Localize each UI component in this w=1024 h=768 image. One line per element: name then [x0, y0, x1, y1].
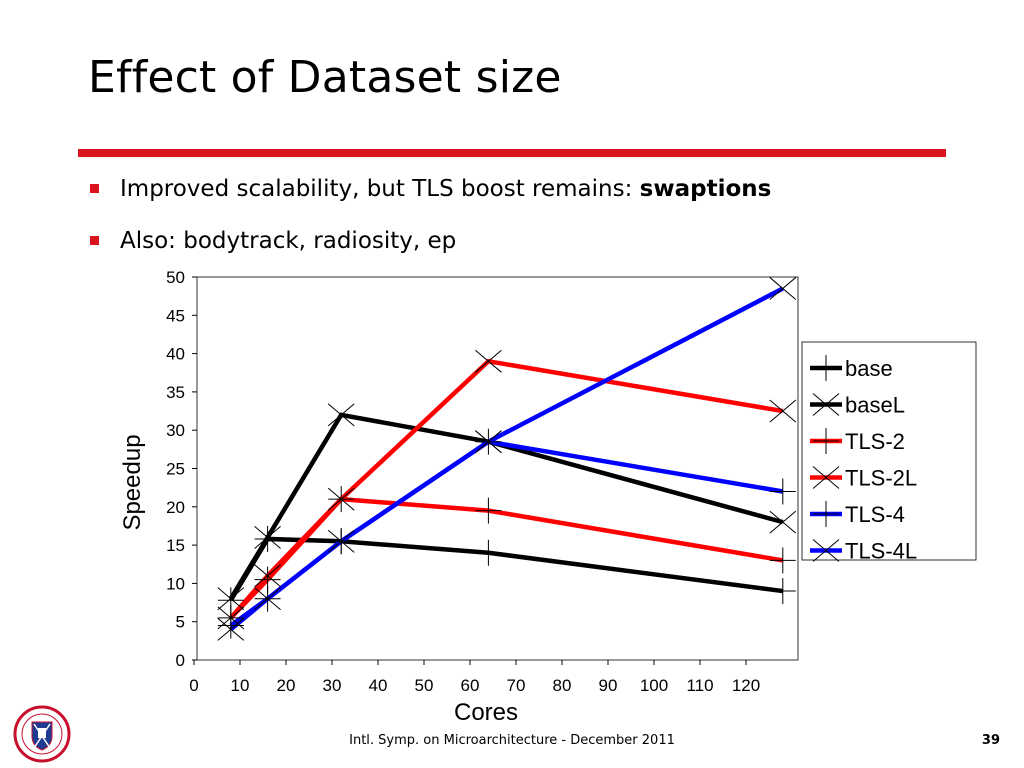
data-point-tls-4l: [217, 617, 245, 641]
legend-label-tls-2l: TLS-2L: [845, 466, 917, 491]
x-axis-label: Cores: [454, 699, 518, 726]
legend-label-tls-2: TLS-2: [845, 429, 905, 454]
x-tick-label: 10: [231, 676, 250, 695]
x-tick-label: 90: [599, 676, 618, 695]
x-tick-label: 70: [507, 676, 526, 695]
data-point-tls-4l: [254, 587, 281, 611]
bullet-bold-text: swaptions: [639, 176, 772, 202]
legend-box: [801, 341, 977, 561]
y-tick-label: 35: [166, 383, 185, 402]
y-axis-label: Speedup: [119, 434, 146, 530]
x-tick-label: 60: [461, 676, 480, 695]
y-tick-label: 30: [166, 421, 185, 440]
data-point-basel: [254, 526, 281, 549]
y-tick-label: 45: [166, 306, 185, 325]
x-tick-label: 80: [553, 676, 572, 695]
data-point-tls-4l: [475, 430, 502, 454]
x-tick-label: 50: [415, 676, 434, 695]
y-tick-label: 10: [166, 574, 185, 593]
y-tick-label: 40: [166, 345, 185, 364]
legend-label-base: base: [845, 356, 893, 381]
x-tick-label: 120: [732, 676, 760, 695]
bullet-square-icon: [90, 184, 99, 193]
x-tick-label: 40: [369, 676, 388, 695]
legend-label-basel: baseL: [845, 393, 905, 418]
series-line-tls-2: [229, 496, 784, 620]
y-tick-label: 25: [166, 460, 185, 479]
data-point-basel: [769, 510, 797, 534]
x-tick-label: 30: [323, 676, 342, 695]
x-tick-label: 0: [189, 676, 198, 695]
data-point-basel: [327, 403, 355, 427]
legend-label-tls-4: TLS-4: [845, 502, 905, 527]
bullet-text: Also: bodytrack, radiosity, ep: [120, 228, 457, 254]
bullet-item: Improved scalability, but TLS boost rema…: [90, 170, 771, 222]
title-divider: [78, 149, 946, 157]
x-tick-label: 20: [277, 676, 296, 695]
y-tick-label: 15: [166, 536, 185, 555]
page-number: 39: [981, 733, 1000, 748]
bullet-text: Improved scalability, but TLS boost rema…: [120, 176, 640, 202]
data-point-tls-2l: [254, 564, 281, 588]
y-tick-label: 5: [176, 613, 185, 632]
legend-marker-basel: [812, 393, 840, 416]
data-point-tls-4l: [327, 529, 355, 553]
data-point-tls-4l: [769, 277, 797, 300]
bullet-list: Improved scalability, but TLS boost rema…: [90, 170, 771, 274]
y-tick-label: 50: [166, 268, 185, 287]
series-line-basel: [228, 412, 784, 600]
data-point-tls-2l: [769, 399, 797, 423]
bullet-square-icon: [90, 236, 99, 245]
y-tick-label: 20: [166, 498, 185, 517]
legend-marker-tls-2l: [812, 466, 840, 489]
legend-label-tls-4l: TLS-4L: [845, 539, 917, 564]
legend-marker-tls-4l: [812, 539, 840, 562]
x-tick-label: 110: [686, 676, 713, 695]
plot-area: [196, 276, 799, 661]
data-point-tls-2l: [475, 349, 502, 373]
footer-text: Intl. Symp. on Microarchitecture - Decem…: [349, 733, 675, 748]
x-tick-label: 100: [640, 676, 668, 695]
data-point-basel: [217, 587, 245, 611]
bullet-item: Also: bodytrack, radiosity, ep: [90, 222, 771, 274]
data-point-tls-2l: [327, 487, 355, 511]
university-of-edinburgh-crest-icon: [13, 705, 71, 763]
y-tick-label: 0: [176, 651, 185, 670]
slide-title: Effect of Dataset size: [88, 52, 562, 103]
series-line-tls-4: [229, 439, 784, 628]
